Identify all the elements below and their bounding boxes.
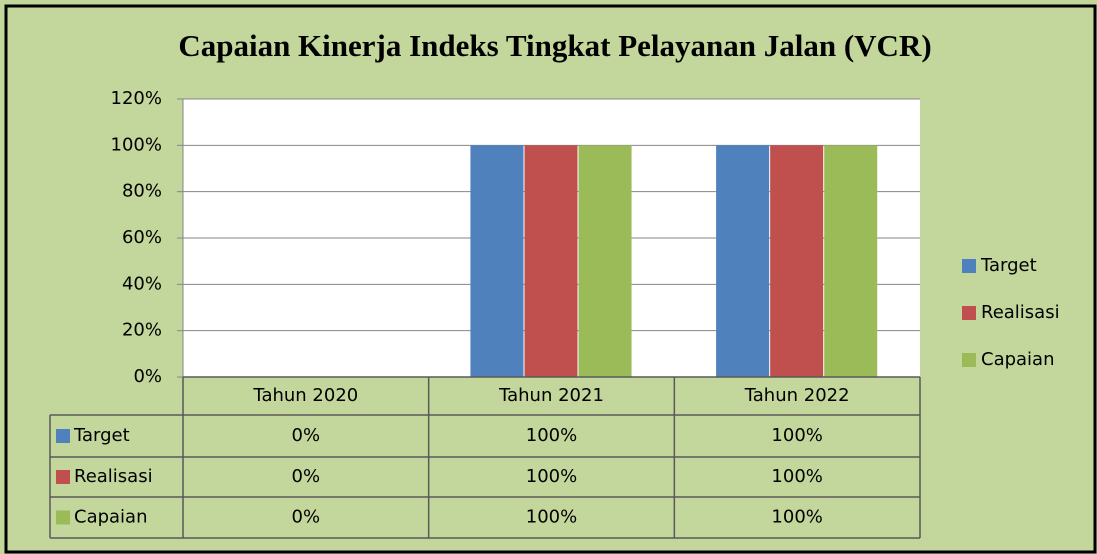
- y-tick-label: 80%: [122, 181, 162, 202]
- table-row-label: Target: [73, 425, 130, 446]
- table-cell: 100%: [771, 425, 822, 446]
- legend-key: [962, 259, 976, 273]
- y-tick-label: 60%: [122, 227, 162, 248]
- table-legend-key: [56, 470, 70, 484]
- table-cell: 0%: [292, 466, 321, 487]
- legend-key: [962, 306, 976, 320]
- table-cell: 100%: [526, 507, 577, 528]
- y-tick-label: 120%: [111, 88, 162, 109]
- table-legend-key: [56, 429, 70, 443]
- table-cell: 100%: [771, 507, 822, 528]
- bar: [824, 145, 878, 377]
- chart-title: Capaian Kinerja Indeks Tingkat Pelayanan…: [178, 28, 931, 63]
- x-tick-label: Tahun 2020: [252, 385, 358, 406]
- table-legend-key: [56, 510, 70, 525]
- bar: [578, 145, 632, 377]
- bar: [470, 145, 524, 377]
- table-row-label: Realisasi: [74, 466, 153, 487]
- bar: [770, 145, 824, 377]
- bar: [524, 145, 578, 377]
- y-tick-label: 40%: [122, 273, 162, 294]
- y-tick-label: 0%: [133, 366, 162, 387]
- x-tick-label: Tahun 2021: [498, 385, 604, 406]
- table-row-label: Capaian: [74, 507, 148, 528]
- legend-label: Capaian: [981, 349, 1055, 370]
- table-cell: 0%: [292, 425, 321, 446]
- frame: [4, 4, 1097, 554]
- table-cell: 100%: [526, 425, 577, 446]
- x-tick-label: Tahun 2022: [744, 385, 850, 406]
- table-cell: 100%: [771, 466, 822, 487]
- bar: [716, 145, 770, 377]
- legend-label: Target: [980, 255, 1037, 276]
- legend-label: Realisasi: [981, 302, 1060, 323]
- table-cell: 100%: [526, 466, 577, 487]
- legend-key: [962, 353, 976, 367]
- y-tick-label: 100%: [111, 134, 162, 155]
- table-cell: 0%: [292, 507, 321, 528]
- y-tick-label: 20%: [122, 320, 162, 341]
